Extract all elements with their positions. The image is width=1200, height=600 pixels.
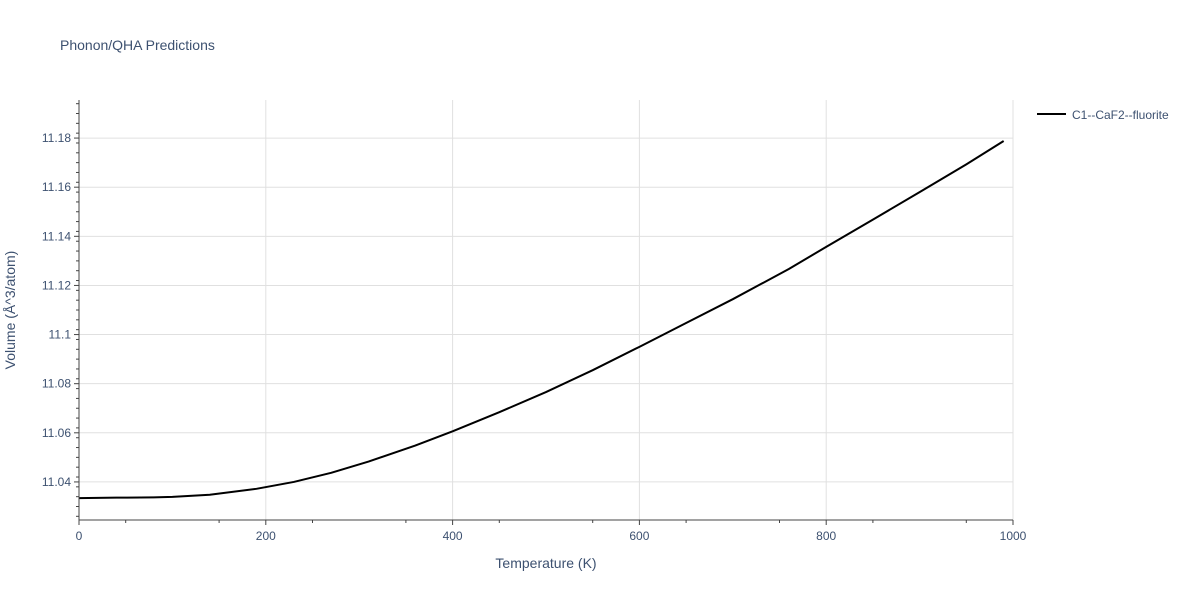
legend-label: C1--CaF2--fluorite xyxy=(1072,108,1169,122)
y-axis-ticks: 11.04 11.06 11.08 11.1 11.12 11.14 11.16 11.18 xyxy=(42,103,79,517)
y-gridlines xyxy=(79,137,1013,483)
y-tick-label: 11.12 xyxy=(42,278,71,292)
x-axis-title: Temperature (K) xyxy=(495,555,596,571)
x-tick-label: 400 xyxy=(443,529,463,543)
x-tick-label: 0 xyxy=(76,529,83,543)
y-tick-label: 11.08 xyxy=(42,377,71,391)
y-tick-label: 11.04 xyxy=(42,475,71,489)
y-tick-label: 11.18 xyxy=(42,131,71,145)
series-line xyxy=(78,140,1005,500)
x-tick-label: 200 xyxy=(256,529,276,543)
x-tick-label: 1000 xyxy=(1000,529,1027,543)
x-axis-ticks: 0 200 400 600 800 1000 xyxy=(76,520,1027,543)
y-tick-label: 11.16 xyxy=(42,180,71,194)
x-gridlines xyxy=(265,100,1014,520)
y-axis-title: Volume (Å^3/atom) xyxy=(2,251,18,370)
y-tick-label: 11.06 xyxy=(42,426,71,440)
plot-area xyxy=(78,140,1005,500)
y-tick-label: 11.1 xyxy=(49,328,72,342)
chart-title: Phonon/QHA Predictions xyxy=(60,37,215,53)
x-tick-label: 600 xyxy=(629,529,649,543)
y-tick-label: 11.14 xyxy=(42,229,71,243)
x-tick-label: 800 xyxy=(816,529,836,543)
legend[interactable]: C1--CaF2--fluorite xyxy=(1037,108,1169,122)
